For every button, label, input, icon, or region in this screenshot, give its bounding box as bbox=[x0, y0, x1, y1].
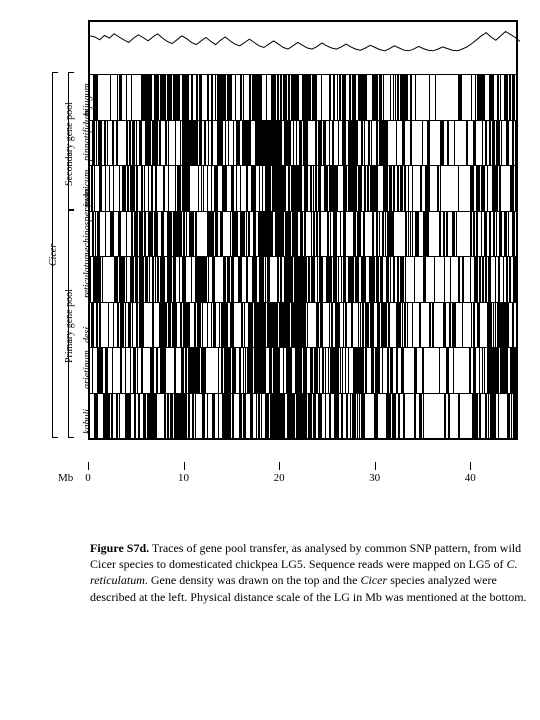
figure-caption: Figure S7d. Traces of gene pool transfer… bbox=[90, 540, 530, 605]
species-label-desi: desi bbox=[82, 327, 93, 343]
x-axis: 010203040 bbox=[88, 462, 518, 472]
track-arietinum bbox=[90, 347, 516, 394]
track-echinospermum bbox=[90, 211, 516, 258]
track-reticulatum bbox=[90, 256, 516, 303]
xtick-label: 40 bbox=[465, 472, 476, 484]
track-desi bbox=[90, 302, 516, 349]
track-judaicum bbox=[90, 165, 516, 212]
plot-area bbox=[88, 20, 518, 440]
figure: bijugumpinnatifidumjudaicumechinospermum… bbox=[40, 20, 520, 440]
xtick-label: 30 bbox=[369, 472, 380, 484]
gene-density-curve bbox=[90, 22, 520, 74]
species-label-arietinum: arietinum bbox=[82, 350, 93, 389]
track-kabuli bbox=[90, 393, 516, 440]
caption-label: Figure S7d. bbox=[90, 541, 149, 555]
xtick-label: 20 bbox=[274, 472, 285, 484]
xtick-label: 10 bbox=[178, 472, 189, 484]
species-label-reticulatum: reticulatum bbox=[82, 252, 93, 298]
xtick-label: 0 bbox=[85, 472, 91, 484]
track-pinnatifidum bbox=[90, 120, 516, 167]
track-bijugum bbox=[90, 74, 516, 121]
species-label-pinnatifidum: pinnatifidum bbox=[82, 110, 93, 161]
species-label-kabuli: kabuli bbox=[82, 409, 93, 434]
snp-tracks bbox=[90, 74, 516, 438]
species-label-echinospermum: echinospermum bbox=[82, 189, 93, 252]
x-axis-label: Mb bbox=[58, 472, 73, 484]
